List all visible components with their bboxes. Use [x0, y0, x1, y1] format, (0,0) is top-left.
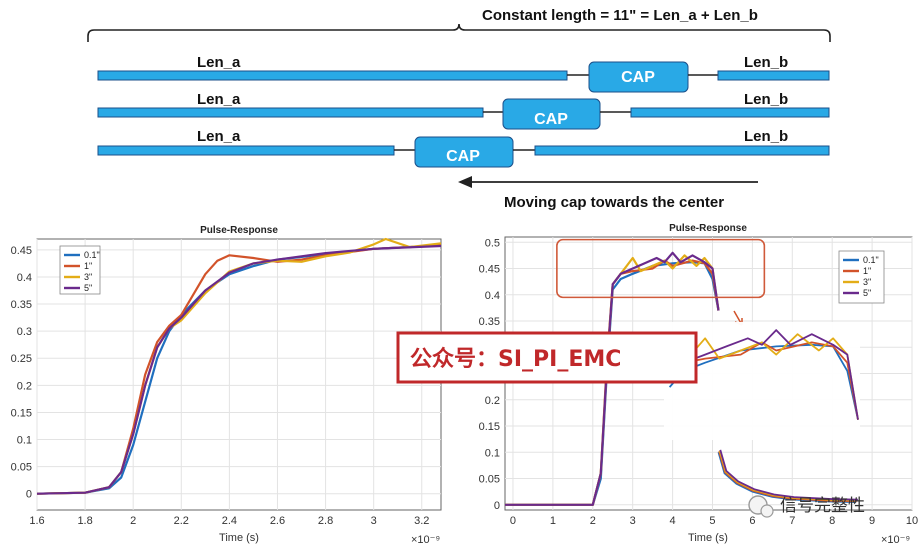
l-x-tick-label: 2.6 — [270, 515, 285, 527]
l-y-tick-label: 0.1 — [17, 435, 32, 447]
left-x-axis-label: Time (s) — [219, 532, 259, 544]
watermark-box — [396, 331, 698, 384]
cap-label-row3: CAP — [446, 148, 480, 165]
l-x-tick-label: 3 — [371, 515, 377, 527]
l-y-tick-label: 0.45 — [11, 245, 32, 257]
wechat-logo: 信号完整性 — [748, 495, 865, 518]
r-x-tick-label: 8 — [829, 515, 835, 527]
len-b-label-row3: Len_b — [744, 128, 788, 145]
len-a-trace-row1 — [97, 70, 568, 81]
cap-block-row3 — [414, 136, 514, 168]
len-b-trace-row2 — [630, 107, 830, 118]
r-x-tick-label: 3 — [630, 515, 636, 527]
l-x-tick-label: 2.4 — [222, 515, 237, 527]
right-chart-title: Pulse-Response — [669, 223, 747, 234]
r-x-tick-label: 4 — [670, 515, 676, 527]
r-tail-line-3 — [719, 449, 858, 501]
zoom-series-line-3 — [668, 329, 859, 420]
l-legend-label: 1" — [84, 261, 92, 271]
cap-label-row2: CAP — [534, 111, 568, 128]
l-y-tick-label: 0.2 — [17, 380, 32, 392]
r-x-tick-label: 10 — [906, 515, 918, 527]
l-x-tick-label: 3.2 — [414, 515, 429, 527]
len-a-label-row3: Len_a — [197, 128, 241, 145]
l-x-tick-label: 2.2 — [174, 515, 189, 527]
right-x-exponent: ×10⁻⁹ — [881, 534, 910, 545]
r-y-tick-label: 0 — [494, 500, 500, 512]
l-x-tick-label: 1.8 — [77, 515, 92, 527]
l-x-tick-label: 2 — [130, 515, 136, 527]
r-y-tick-label: 0.45 — [479, 264, 500, 276]
length-brace — [87, 23, 831, 42]
l-x-tick-label: 1.6 — [29, 515, 44, 527]
right-tick-labels: 01234567891000.050.10.150.20.250.30.350.… — [479, 237, 919, 527]
len-a-label-row1: Len_a — [197, 54, 241, 71]
len-b-trace-row1 — [717, 70, 830, 81]
watermark-text: 公众号：SI_PI_EMC — [410, 347, 621, 372]
l-x-tick-label: 2.8 — [318, 515, 333, 527]
move-arrow-head — [458, 176, 472, 188]
r-y-tick-label: 0.4 — [485, 290, 500, 302]
right-x-axis-label: Time (s) — [688, 532, 728, 544]
l-y-tick-label: 0.35 — [11, 299, 32, 311]
r-y-tick-label: 0.2 — [485, 395, 500, 407]
left-tick-labels: 1.6 1.8 2 2.2 2.4 2.6 2.8 3 3.2 0 0.05 0.1 0.15 0.2 0.… — [11, 245, 430, 527]
r-legend-label: 5" — [863, 288, 871, 298]
r-x-tick-label: 6 — [749, 515, 755, 527]
wechat-bubble-small-icon — [760, 504, 774, 518]
r-y-tick-label: 0.15 — [479, 421, 500, 433]
right-series-lines — [505, 251, 858, 506]
r-x-tick-label: 7 — [789, 515, 795, 527]
r-y-tick-label: 0.5 — [485, 237, 500, 249]
l-y-tick-label: 0 — [26, 489, 32, 501]
left-series-lines — [36, 237, 442, 495]
r-legend-label: 3" — [863, 277, 871, 287]
left-chart-title: Pulse-Response — [200, 225, 278, 236]
len-b-label-row2: Len_b — [744, 91, 788, 108]
right-legend: 0.1"1"3"5" — [838, 250, 885, 304]
cap-position-diagram: Constant length = 11" = Len_a + Len_b Le… — [87, 7, 831, 211]
highlight-region-box — [556, 238, 766, 299]
l-y-tick-label: 0.05 — [11, 462, 32, 474]
l-legend-label: 0.1" — [84, 250, 100, 260]
left-legend: 0.1"1"3"5" — [59, 245, 101, 295]
r-y-tick-label: 0.35 — [479, 316, 500, 328]
l-legend-label: 3" — [84, 272, 92, 282]
logo-text: 信号完整性 — [780, 496, 865, 516]
left-x-exponent: ×10⁻⁹ — [411, 534, 440, 545]
l-y-tick-label: 0.25 — [11, 353, 32, 365]
r-legend-label: 1" — [863, 266, 871, 276]
moving-cap-caption: Moving cap towards the center — [504, 194, 724, 211]
cap-block-row2 — [502, 98, 601, 130]
cap-block-row1 — [588, 61, 689, 93]
l-series-line-3 — [36, 244, 442, 495]
l-y-tick-label: 0.4 — [17, 272, 32, 284]
r-legend-box — [838, 250, 885, 304]
len-a-label-row2: Len_a — [197, 91, 241, 108]
l-y-tick-label: 0.3 — [17, 326, 32, 338]
r-y-tick-label: 0.1 — [485, 447, 500, 459]
pulse-response-chart-left: 1.6 1.8 2 2.2 2.4 2.6 2.8 3 3.2 0 0.05 0.1 0.15 0.2 0.… — [11, 225, 442, 545]
l-y-tick-label: 0.15 — [11, 407, 32, 419]
len-b-label-row1: Len_b — [744, 54, 788, 71]
l-legend-label: 5" — [84, 283, 92, 293]
cap-label-row1: CAP — [621, 69, 655, 86]
r-y-tick-label: 0.05 — [479, 474, 500, 486]
r-legend-label: 0.1" — [863, 255, 879, 265]
len-b-trace-row3 — [534, 145, 830, 156]
r-x-tick-label: 1 — [550, 515, 556, 527]
r-x-tick-label: 9 — [869, 515, 875, 527]
len-a-trace-row2 — [97, 107, 484, 118]
zoom-series-line-2 — [668, 333, 859, 420]
r-x-tick-label: 0 — [510, 515, 516, 527]
r-series-line-3 — [505, 251, 720, 506]
constant-length-header: Constant length = 11" = Len_a + Len_b — [482, 7, 758, 24]
r-x-tick-label: 2 — [590, 515, 596, 527]
r-x-tick-label: 5 — [709, 515, 715, 527]
len-a-trace-row3 — [97, 145, 395, 156]
watermark-overlay: 公众号：SI_PI_EMC — [396, 331, 698, 384]
